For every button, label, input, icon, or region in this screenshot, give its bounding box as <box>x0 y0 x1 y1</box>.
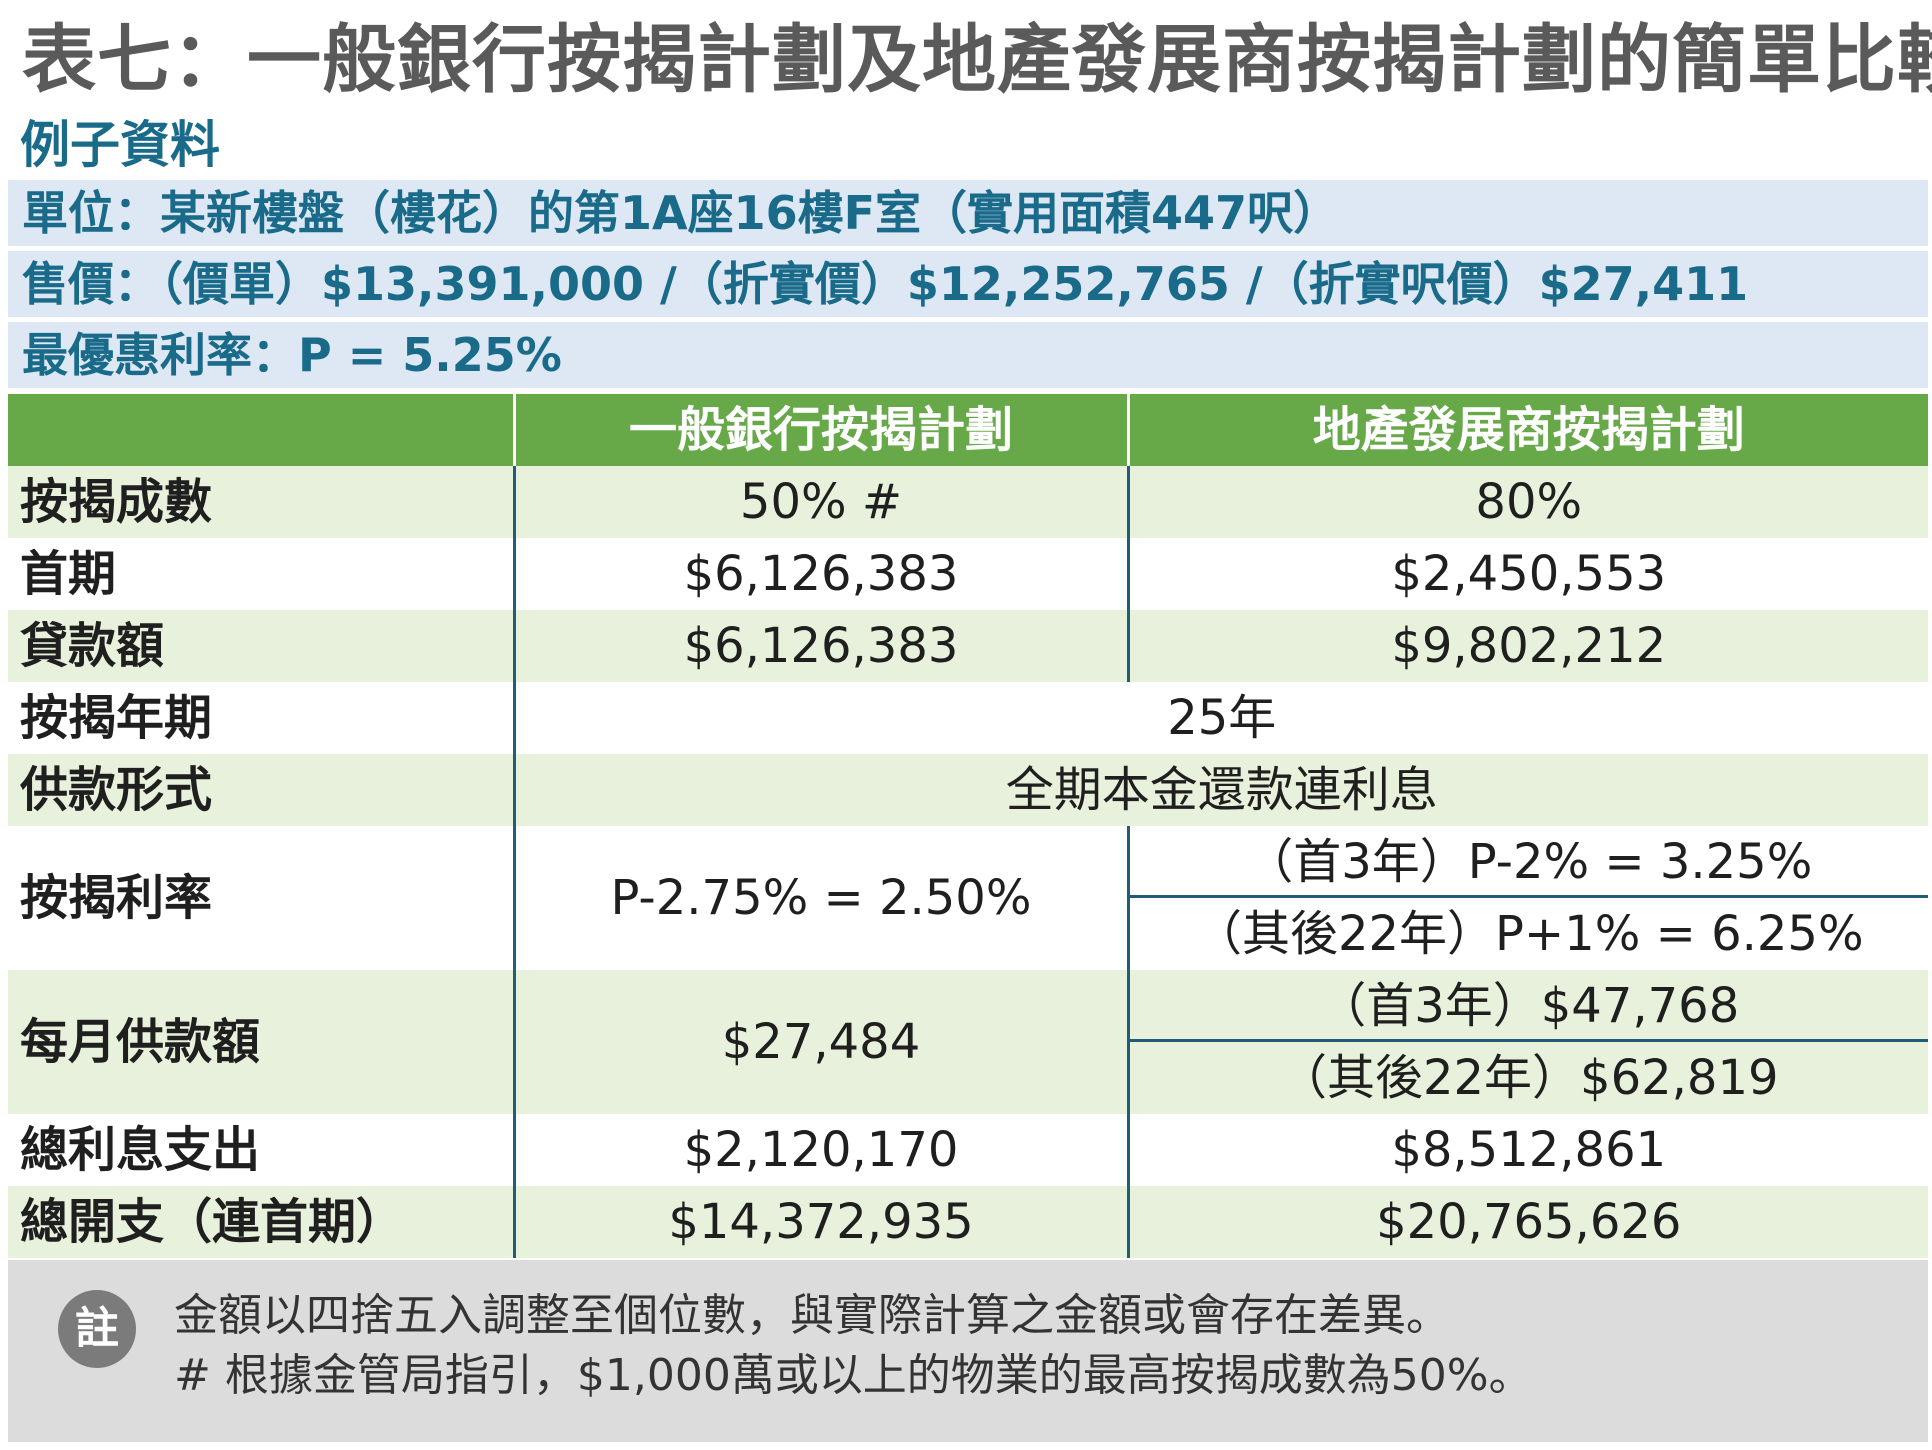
row-label-monthly: 每月供款額 <box>8 970 514 1114</box>
bank-monthly: $27,484 <box>512 970 1128 1114</box>
row-label-down-payment: 首期 <box>8 538 514 610</box>
comparison-table: 一般銀行按揭計劃 地產發展商按揭計劃 按揭成數 50% # 80% 首期 $6,… <box>8 394 1928 1258</box>
dev-total: $20,765,626 <box>1126 1186 1928 1258</box>
note-badge-icon: 註 <box>58 1290 136 1368</box>
bank-ltv: 50% # <box>512 466 1128 538</box>
table-row: 供款形式 全期本金還款連利息 <box>8 754 1928 826</box>
table-header-row: 一般銀行按揭計劃 地產發展商按揭計劃 <box>8 394 1928 466</box>
table-row: 按揭年期 25年 <box>8 682 1928 754</box>
shared-repayment: 全期本金還款連利息 <box>512 754 1928 826</box>
page-title: 表七：一般銀行按揭計劃及地產發展商按揭計劃的簡單比較 <box>22 17 1932 103</box>
dev-loan: $9,802,212 <box>1126 610 1928 682</box>
bank-rate: P-2.75% = 2.50% <box>512 826 1128 970</box>
shared-term: 25年 <box>512 682 1928 754</box>
row-label-interest: 總利息支出 <box>8 1114 514 1186</box>
table-row: 每月供款額 $27,484 （首3年）$47,768 （其後22年）$62,81… <box>8 970 1928 1114</box>
dev-rate-cell: （首3年）P-2% = 3.25% （其後22年）P+1% = 6.25% <box>1126 826 1928 970</box>
note-line-rounding: 金額以四捨五入調整至個位數，與實際計算之金額或會存在差異。 <box>174 1290 1450 1341</box>
row-label-loan: 貸款額 <box>8 610 514 682</box>
table-row: 首期 $6,126,383 $2,450,553 <box>8 538 1928 610</box>
dev-down-payment: $2,450,553 <box>1126 538 1928 610</box>
section-label: 例子資料 <box>20 116 220 174</box>
row-label-repayment: 供款形式 <box>8 754 514 826</box>
dev-interest: $8,512,861 <box>1126 1114 1928 1186</box>
table-row: 總利息支出 $2,120,170 $8,512,861 <box>8 1114 1928 1186</box>
row-label-rate: 按揭利率 <box>8 826 514 970</box>
table-row: 按揭利率 P-2.75% = 2.50% （首3年）P-2% = 3.25% （… <box>8 826 1928 970</box>
row-label-ltv: 按揭成數 <box>8 466 514 538</box>
row-label-total: 總開支（連首期） <box>8 1186 514 1258</box>
info-price: 售價：（價單）$13,391,000 /（折實價）$12,252,765 /（折… <box>8 251 1928 317</box>
header-blank <box>8 394 514 466</box>
dev-rate-after: （其後22年）P+1% = 6.25% <box>1193 906 1864 962</box>
bank-interest: $2,120,170 <box>512 1114 1128 1186</box>
header-bank-plan: 一般銀行按揭計劃 <box>512 394 1128 466</box>
dev-monthly-cell: （首3年）$47,768 （其後22年）$62,819 <box>1126 970 1928 1114</box>
row-label-term: 按揭年期 <box>8 682 514 754</box>
table-row: 總開支（連首期） $14,372,935 $20,765,626 <box>8 1186 1928 1258</box>
dev-rate-first: （首3年）P-2% = 3.25% <box>1129 826 1928 898</box>
header-developer-plan: 地產發展商按揭計劃 <box>1126 394 1928 466</box>
comparison-table-wrapper: 一般銀行按揭計劃 地產發展商按揭計劃 按揭成數 50% # 80% 首期 $6,… <box>8 394 1928 1258</box>
info-unit: 單位：某新樓盤（樓花）的第1A座16樓F室（實用面積447呎） <box>8 180 1928 246</box>
info-prime-rate: 最優惠利率：P = 5.25% <box>8 322 1928 388</box>
dev-monthly-first: （首3年）$47,768 <box>1129 970 1928 1042</box>
table-row: 貸款額 $6,126,383 $9,802,212 <box>8 610 1928 682</box>
dev-ltv: 80% <box>1126 466 1928 538</box>
dev-monthly-after: （其後22年）$62,819 <box>1278 1050 1779 1106</box>
note-box: 註 金額以四捨五入調整至個位數，與實際計算之金額或會存在差異。 # 根據金管局指… <box>8 1260 1928 1442</box>
bank-down-payment: $6,126,383 <box>512 538 1128 610</box>
bank-total: $14,372,935 <box>512 1186 1128 1258</box>
bank-loan: $6,126,383 <box>512 610 1128 682</box>
table-row: 按揭成數 50% # 80% <box>8 466 1928 538</box>
note-line-hkma: # 根據金管局指引，$1,000萬或以上的物業的最高按揭成數為50%。 <box>174 1350 1533 1401</box>
